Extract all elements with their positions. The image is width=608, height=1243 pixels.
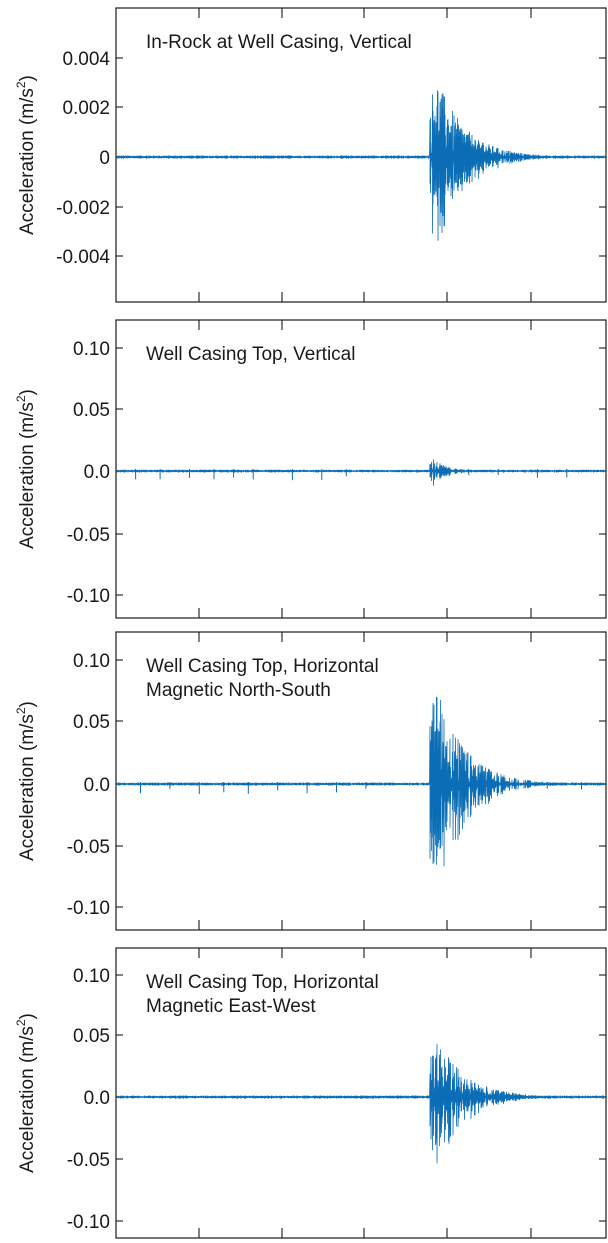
plot-frame (115, 319, 607, 619)
y-tick-label: -0.10 (67, 898, 110, 919)
series-line (117, 1044, 605, 1164)
series-line (117, 90, 605, 241)
y-tick-label: 0.05 (73, 400, 110, 421)
y-tick-label: 0.0 (84, 1088, 110, 1109)
signal-trace (117, 1044, 605, 1164)
panel-4: 0.10 0.05 0.0 -0.05 -0.10 Acceleration (m/s2)… (14, 947, 607, 1239)
y-tick-label: 0.002 (62, 98, 110, 119)
panel-title: Magnetic East-West (146, 996, 316, 1017)
panel-title: In-Rock at Well Casing, Vertical (146, 32, 412, 53)
y-tick-label: -0.10 (67, 586, 110, 607)
y-tick-label: 0.10 (73, 339, 110, 360)
y-axis-label: Acceleration (m/s2) (14, 389, 38, 549)
y-tick-label: -0.05 (67, 525, 110, 546)
y-tick-label: 0.05 (73, 1026, 110, 1047)
panel-3: 0.10 0.05 0.0 -0.05 -0.10 Acceleration (m/s2)… (14, 631, 607, 931)
panel-1: 0.004 0.002 0 -0.002 -0.004 Acceleration (m/s… (14, 7, 607, 303)
y-axis-label: Acceleration (m/s2) (14, 701, 38, 861)
signal-trace (117, 696, 605, 867)
y-tick-label: 0.05 (73, 712, 110, 733)
y-tick-label: 0.0 (84, 775, 110, 796)
series-line (117, 459, 605, 486)
y-tick-label: -0.002 (56, 198, 110, 219)
panel-title: Well Casing Top, Horizontal (146, 656, 379, 677)
panel-title: Well Casing Top, Horizontal (146, 972, 379, 993)
panel-2: 0.10 0.05 0.0 -0.05 -0.10 Acceleration (m/s2)… (14, 319, 607, 619)
y-tick-label: 0 (99, 148, 110, 169)
plot-frame (115, 7, 607, 303)
y-tick-label: -0.004 (56, 247, 110, 268)
series-line (117, 696, 605, 867)
plot-frame (115, 631, 607, 931)
y-tick-label: -0.05 (67, 837, 110, 858)
signal-trace (117, 459, 605, 486)
y-tick-label: -0.05 (67, 1150, 110, 1171)
signal-trace (117, 90, 605, 241)
y-tick-label: 0.004 (62, 49, 110, 70)
panel-title: Well Casing Top, Vertical (146, 344, 355, 365)
y-tick-label: 0.0 (84, 462, 110, 483)
y-tick-label: 0.10 (73, 966, 110, 987)
y-axis-label: Acceleration (m/s2) (14, 75, 38, 235)
plot-frame (115, 947, 607, 1239)
y-tick-label: 0.10 (73, 651, 110, 672)
panel-title: Magnetic North-South (146, 680, 331, 701)
y-axis-label: Acceleration (m/s2) (14, 1013, 38, 1173)
y-tick-label: -0.10 (67, 1212, 110, 1233)
